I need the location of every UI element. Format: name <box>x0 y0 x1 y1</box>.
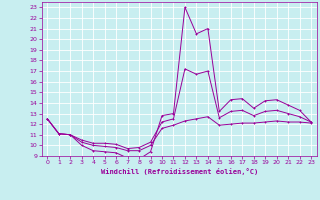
X-axis label: Windchill (Refroidissement éolien,°C): Windchill (Refroidissement éolien,°C) <box>100 168 258 175</box>
